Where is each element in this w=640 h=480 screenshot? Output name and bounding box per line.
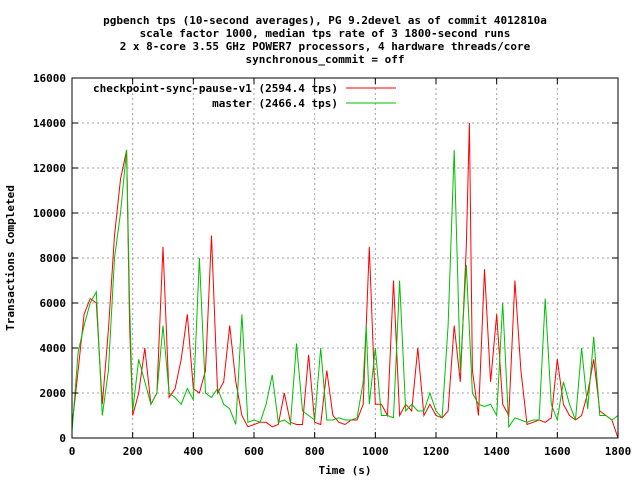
x-axis-label: Time (s) [319,464,372,477]
x-tick-label: 400 [183,445,203,458]
x-tick-label: 0 [69,445,76,458]
axis-ticks: 0 200 400 600 800 1000 1200 1400 1600 1800 0 2000 40… [33,72,631,458]
grid-lines [72,78,618,438]
series-line-checkpoint-sync-pause-v1 [71,122,619,439]
y-tick-label: 14000 [33,117,66,130]
x-tick-label: 200 [123,445,143,458]
chart-title: pgbench tps (10-second averages), PG 9.2… [103,14,547,66]
y-tick-label: 8000 [40,252,67,265]
title-line: pgbench tps (10-second averages), PG 9.2… [103,14,547,27]
x-tick-label: 1200 [423,445,450,458]
x-tick-label: 600 [244,445,264,458]
y-axis-label: Transactions Completed [4,185,17,331]
x-tick-label: 1600 [544,445,571,458]
y-tick-label: 10000 [33,207,66,220]
legend: checkpoint-sync-pause-v1 (2594.4 tps) mas… [93,82,396,110]
x-tick-label: 1800 [605,445,632,458]
series-lines [71,122,619,439]
legend-label: master (2466.4 tps) [212,97,338,110]
y-tick-label: 2000 [40,387,67,400]
y-tick-label: 6000 [40,297,67,310]
x-tick-label: 800 [305,445,325,458]
title-line: synchronous_commit = off [246,53,405,66]
legend-label: checkpoint-sync-pause-v1 (2594.4 tps) [93,82,338,95]
title-line: 2 x 8-core 3.55 GHz POWER7 processors, 4… [120,40,531,53]
series-line-master [71,149,619,432]
x-tick-label: 1400 [483,445,510,458]
y-tick-label: 4000 [40,342,67,355]
x-tick-label: 1000 [362,445,389,458]
y-tick-label: 0 [59,432,66,445]
y-tick-label: 16000 [33,72,66,85]
y-tick-label: 12000 [33,162,66,175]
title-line: scale factor 1000, median tps rate of 3 … [140,27,511,40]
